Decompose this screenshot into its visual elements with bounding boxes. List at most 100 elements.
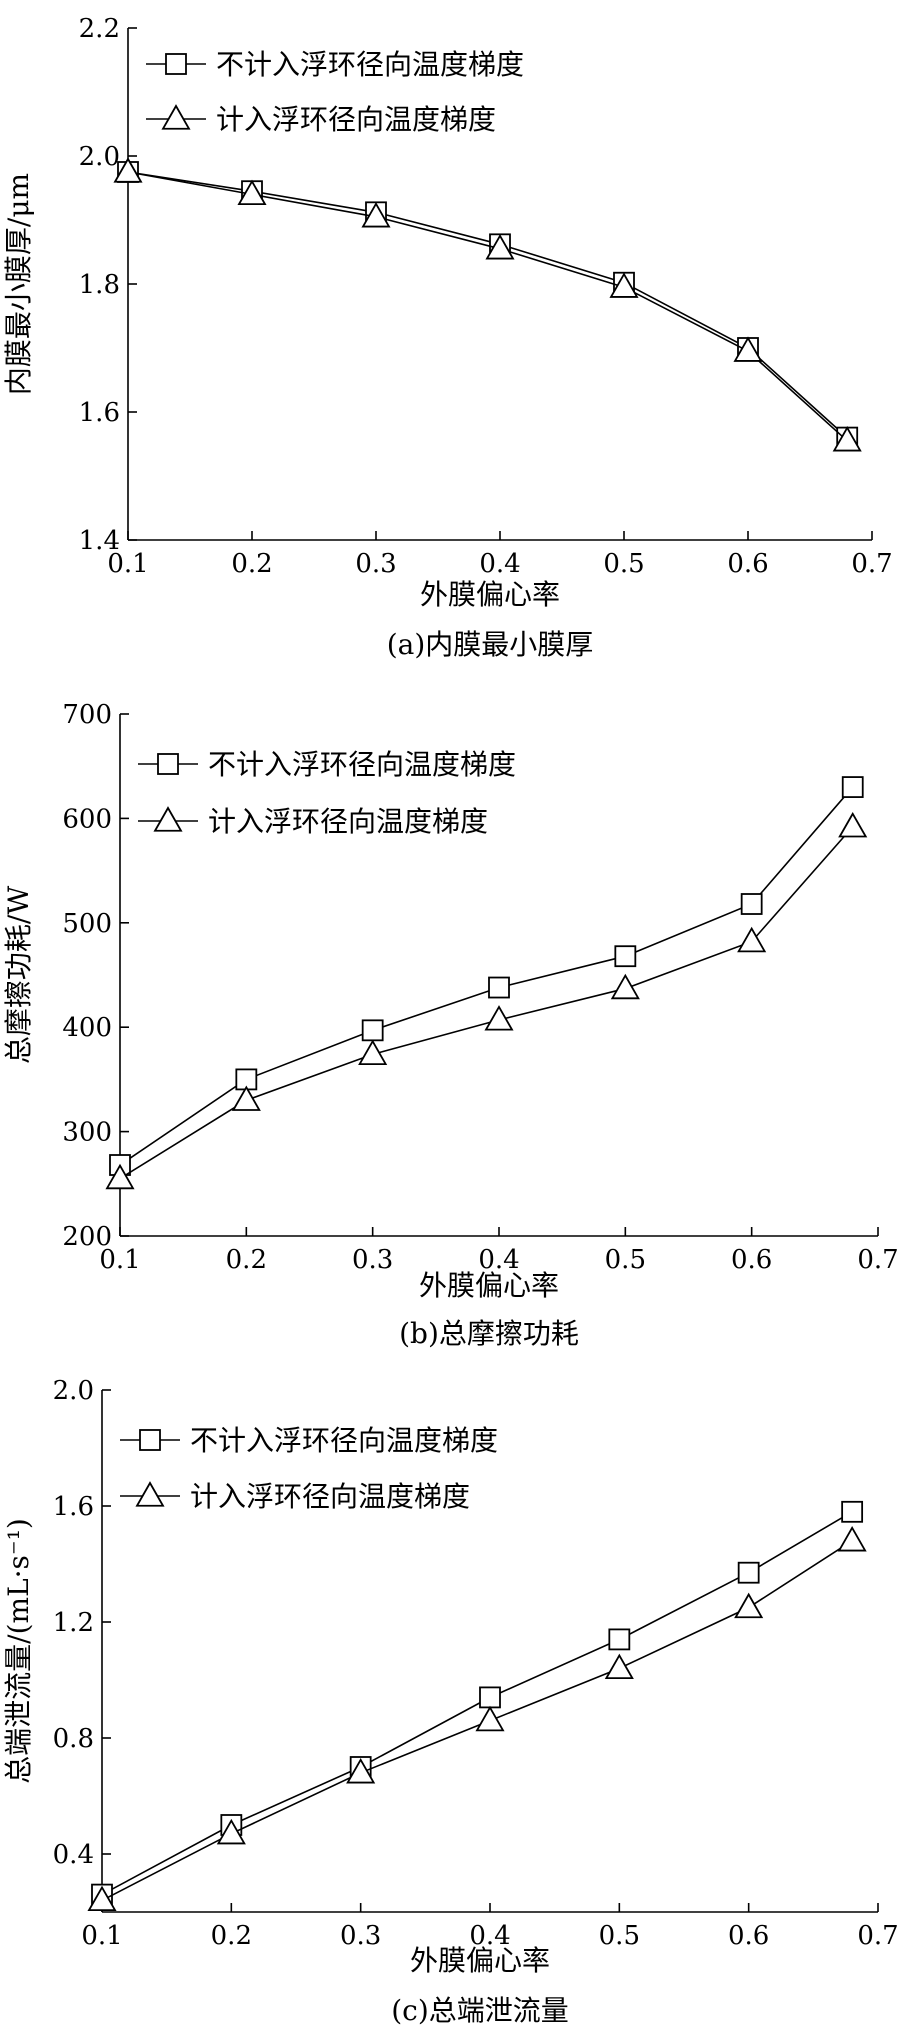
legend-marker	[161, 104, 191, 130]
y-axis-label: 总端泄流量/(mL·s⁻¹)	[2, 1518, 35, 1784]
legend-label: 不计入浮环径向温度梯度	[216, 48, 524, 81]
series-2	[105, 811, 868, 1190]
data-point	[475, 1705, 505, 1732]
data-point	[614, 945, 637, 968]
y-tick-label: 200	[62, 1222, 112, 1252]
x-tick-label: 0.4	[478, 1245, 519, 1275]
x-tick-label: 0.6	[731, 1245, 772, 1275]
legend-label: 不计入浮环径向温度梯度	[190, 1424, 498, 1457]
y-tick-label: 0.4	[53, 1840, 94, 1870]
data-point	[237, 179, 267, 206]
x-axis-label: 外膜偏心率	[410, 1944, 550, 1977]
data-point	[838, 811, 868, 838]
y-tick-label: 700	[62, 700, 112, 730]
chart-panel-1: 0.1 0.2 0.3 0.4 0.5 0.6 0.7 1.4 1.6 1.8 2.0 2.2 外膜偏心…	[2, 14, 893, 661]
series-1	[109, 776, 864, 1176]
chart-panel-2: 0.1 0.2 0.3 0.4 0.5 0.6 0.7 200 300 400 500 600 700 外…	[2, 700, 899, 1350]
series-1	[117, 161, 859, 449]
legend-label: 计入浮环径向温度梯度	[208, 805, 488, 838]
x-tick-label: 0.5	[605, 1245, 646, 1275]
x-tick-label: 0.3	[340, 1921, 381, 1951]
data-point	[737, 1561, 760, 1584]
y-axis-label: 内膜最小膜厚/μm	[2, 173, 35, 395]
chart-panel-3: 0.1 0.2 0.3 0.4 0.5 0.6 0.7 0.4 0.8 1.2 1.6 2.0 外膜偏心…	[2, 1376, 899, 2027]
panel-caption: (b)总摩擦功耗	[399, 1317, 579, 1350]
data-point	[488, 976, 510, 999]
data-point	[734, 1592, 764, 1619]
data-point	[841, 776, 864, 798]
data-point	[105, 1163, 135, 1190]
data-point	[216, 1818, 246, 1845]
y-tick-label: 2.0	[53, 1376, 94, 1406]
series-line	[127, 171, 848, 439]
x-tick-label: 0.6	[727, 549, 768, 579]
legend-marker	[139, 1429, 161, 1451]
x-tick-label: 0.1	[107, 549, 148, 579]
data-point	[832, 425, 862, 452]
data-point	[737, 926, 767, 953]
series-line	[119, 786, 854, 1166]
data-point	[485, 233, 515, 260]
y-tick-label: 1.6	[79, 398, 120, 428]
legend-label: 计入浮环径向温度梯度	[216, 103, 496, 136]
y-axis-label: 总摩擦功耗/W	[2, 886, 35, 1064]
x-tick-label: 0.3	[352, 1245, 393, 1275]
x-tick-label: 0.5	[599, 1921, 640, 1951]
x-tick-label: 0.3	[355, 549, 396, 579]
y-tick-label: 0.8	[53, 1724, 94, 1754]
x-tick-label: 0.7	[857, 1245, 898, 1275]
data-point	[610, 973, 640, 1000]
data-point	[841, 1500, 864, 1523]
data-point	[361, 201, 391, 228]
series-line	[119, 826, 854, 1180]
x-tick-label: 0.6	[728, 1921, 769, 1951]
y-tick-label: 2.2	[79, 14, 120, 44]
series-2	[87, 1525, 867, 1912]
data-point	[740, 893, 763, 915]
data-point	[87, 1885, 117, 1912]
x-tick-label: 0.4	[469, 1921, 510, 1951]
legend-marker	[165, 53, 187, 75]
data-point	[358, 1039, 388, 1065]
y-tick-label: 500	[62, 909, 112, 939]
panel-caption: (c)总端泄流量	[391, 1994, 569, 2027]
series-line	[101, 1540, 853, 1902]
y-tick-label: 400	[62, 1013, 112, 1043]
y-tick-label: 1.4	[79, 526, 120, 556]
x-tick-label: 0.1	[81, 1921, 122, 1951]
y-tick-label: 300	[62, 1118, 112, 1148]
data-point	[608, 1628, 631, 1651]
x-tick-label: 0.1	[99, 1245, 140, 1275]
x-tick-label: 0.4	[479, 549, 520, 579]
y-tick-label: 600	[62, 804, 112, 834]
y-tick-label: 1.2	[53, 1608, 94, 1638]
y-tick-label: 1.8	[79, 270, 120, 300]
series-2	[113, 157, 862, 452]
data-point	[609, 272, 639, 298]
x-axis-label: 外膜偏心率	[419, 1269, 559, 1302]
series-1	[91, 1500, 864, 1906]
data-point	[113, 157, 143, 183]
data-point	[604, 1653, 634, 1680]
legend-marker	[135, 1481, 165, 1507]
data-point	[361, 1019, 384, 1042]
x-tick-label: 0.7	[851, 549, 892, 579]
y-tick-label: 1.6	[53, 1492, 94, 1522]
x-axis-label: 外膜偏心率	[420, 578, 560, 611]
legend-label: 计入浮环径向温度梯度	[190, 1480, 470, 1513]
x-tick-label: 0.2	[231, 549, 272, 579]
data-point	[837, 1525, 867, 1552]
legend-marker	[157, 753, 179, 775]
series-line	[127, 171, 848, 442]
x-tick-label: 0.2	[226, 1245, 267, 1275]
x-tick-label: 0.2	[211, 1921, 252, 1951]
data-point	[479, 1686, 501, 1709]
data-point	[346, 1757, 376, 1784]
panel-caption: (a)内膜最小膜厚	[387, 628, 594, 661]
y-tick-label: 2.0	[79, 142, 120, 172]
legend-label: 不计入浮环径向温度梯度	[208, 748, 516, 781]
legend-marker	[153, 806, 183, 832]
